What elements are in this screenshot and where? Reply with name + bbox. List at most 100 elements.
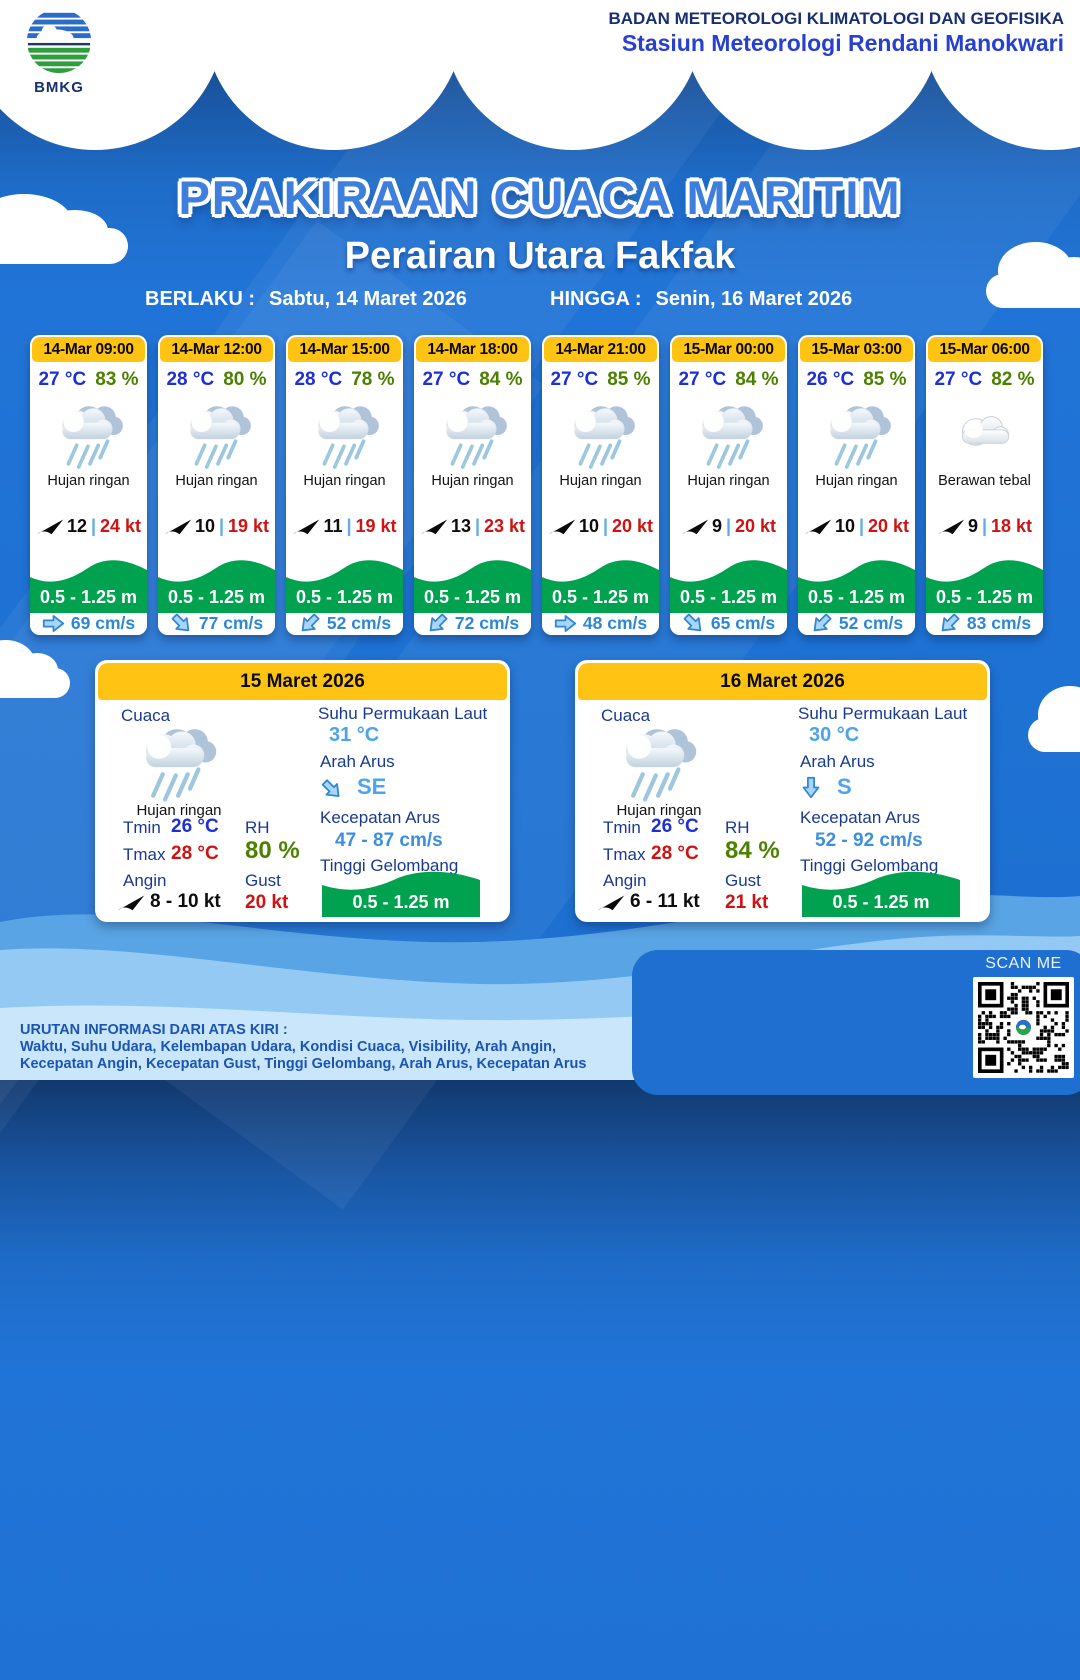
rh-value: 84 % [725, 837, 780, 864]
footer-line-2: Waktu, Suhu Udara, Kelembapan Udara, Kon… [20, 1039, 557, 1056]
current-direction-icon [802, 776, 825, 799]
forecast-time: 15-Mar 00:00 [672, 337, 785, 362]
wind-range: 6 - 11 kt [630, 891, 700, 912]
daily-summary-card: 16 Maret 2026 Cuaca Hujan ringan Tmin 26… [575, 660, 990, 922]
wind-vane-icon [937, 517, 965, 536]
wind-vane-icon [420, 517, 448, 536]
current-direction-icon [933, 607, 966, 635]
tinggi-gelombang-label: Tinggi Gelombang [800, 856, 939, 875]
daily-summary-card: 15 Maret 2026 Cuaca Hujan ringan Tmin 26… [95, 660, 510, 922]
arah-arus-label: Arah Arus [800, 752, 875, 771]
kecepatan-arus-label: Kecepatan Arus [800, 808, 921, 827]
wind-gust: 19 kt [355, 515, 397, 536]
station-name: Stasiun Meteorologi Rendani Manokwari [621, 30, 1064, 57]
forecast-time: 14-Mar 09:00 [32, 337, 145, 362]
wind-range: 8 - 10 kt [150, 891, 221, 912]
wave-height-band: 0.5 - 1.25 m [286, 553, 403, 613]
air-temperature: 28 °C [166, 369, 215, 390]
tmin-value: 26 °C [651, 816, 699, 837]
gust-label: Gust [245, 871, 281, 890]
air-temperature: 28 °C [294, 369, 343, 390]
weather-description: Hujan ringan [303, 473, 386, 490]
wind-speed: 10 [834, 515, 855, 536]
area-title: Perairan Utara Fakfak [344, 235, 736, 277]
gust-value: 20 kt [245, 892, 289, 913]
wave-height-band: 0.5 - 1.25 m [926, 553, 1043, 613]
humidity: 85 % [607, 369, 651, 390]
humidity: 84 % [735, 369, 779, 390]
wind-gust: 20 kt [735, 515, 777, 536]
rain-cloud-icon [158, 393, 275, 474]
wind-separator: | [981, 515, 988, 536]
tinggi-gelombang-label: Tinggi Gelombang [320, 856, 459, 875]
humidity: 84 % [479, 369, 523, 390]
rain-cloud-icon [798, 393, 915, 474]
current-direction-icon [293, 607, 326, 635]
wind-separator: | [346, 515, 352, 536]
wind-vane-icon [117, 893, 145, 912]
current-direction-value: SE [357, 774, 387, 799]
forecast-time: 15-Mar 03:00 [800, 337, 913, 362]
wave-height: 0.5 - 1.25 m [423, 587, 522, 607]
angin-label: Angin [603, 871, 647, 890]
forecast-card-row: 14-Mar 09:00 27 °C 83 % Hujan ringan 12 | 2… [30, 335, 1043, 635]
wind-separator: | [858, 515, 865, 536]
wind-vane-icon [292, 517, 320, 536]
wind-separator: | [218, 515, 225, 536]
current-speed: 52 cm/s [326, 613, 392, 633]
footer-line-3: Kecepatan Angin, Kecepatan Gust, Tinggi … [20, 1056, 587, 1073]
air-temperature: 27 °C [678, 369, 727, 390]
rain-cloud-icon [414, 393, 531, 474]
qr-code-image [978, 982, 1069, 1073]
wind-gust: 20 kt [612, 515, 654, 536]
sst-value: 30 °C [809, 724, 860, 746]
page-title: PRAKIRAAN CUACA MARITIM [178, 171, 902, 224]
rain-cloud-icon [542, 393, 659, 474]
weather-description: Hujan ringan [687, 473, 770, 490]
wind-speed: 9 [967, 515, 978, 536]
tmin-label: Tmin [603, 818, 641, 837]
sst-value: 31 °C [329, 724, 380, 746]
rain-cloud-icon [670, 393, 787, 474]
weather-description: Berawan tebal [938, 473, 1031, 490]
wave-height: 0.5 - 1.25 m [935, 587, 1034, 607]
rain-cloud-icon [286, 393, 403, 474]
forecast-card: 15-Mar 06:00 27 °C 82 % Berawan tebal 9 | 1… [926, 335, 1043, 635]
weather-description: Hujan ringan [47, 473, 130, 490]
wind-separator: | [90, 515, 97, 536]
sst-label: Suhu Permukaan Laut [798, 704, 968, 723]
wave-height: 0.5 - 1.25 m [807, 587, 906, 607]
angin-label: Angin [123, 871, 167, 890]
cuaca-label: Cuaca [121, 706, 171, 725]
rain-cloud-icon [133, 716, 221, 804]
wind-speed: 10 [578, 515, 599, 536]
wind-vane-icon [681, 517, 709, 536]
cloud-icon [926, 393, 1043, 474]
forecast-time: 14-Mar 21:00 [544, 337, 657, 362]
humidity: 78 % [351, 369, 395, 390]
weather-description: Hujan ringan [136, 802, 222, 819]
rain-cloud-icon [613, 716, 701, 804]
wind-separator: | [725, 515, 732, 536]
current-speed-range: 47 - 87 cm/s [335, 830, 443, 851]
forecast-card: 14-Mar 18:00 27 °C 84 % Hujan ringan 13 | 2… [414, 335, 531, 635]
wave-height: 0.5 - 1.25 m [39, 587, 138, 607]
rh-value: 80 % [245, 837, 300, 864]
tmax-value: 28 °C [651, 843, 699, 864]
valid-from-label: BERLAKU : [145, 288, 255, 310]
wind-gust: 24 kt [100, 515, 142, 536]
rain-cloud-icon [30, 393, 147, 474]
air-temperature: 27 °C [422, 369, 471, 390]
current-speed-range: 52 - 92 cm/s [815, 830, 923, 851]
tmin-label: Tmin [123, 818, 161, 837]
wave-height-band: 0.5 - 1.25 m [322, 869, 480, 917]
wind-separator: | [602, 515, 609, 536]
bmkg-logo: BMKG [22, 6, 96, 96]
tmax-label: Tmax [603, 845, 646, 864]
current-speed: 83 cm/s [966, 613, 1032, 633]
agency-header: BADAN METEOROLOGI KLIMATOLOGI DAN GEOFIS… [608, 8, 1064, 58]
wave-height-band: 0.5 - 1.25 m [542, 553, 659, 613]
valid-to-label: HINGGA : [550, 288, 642, 310]
wind-vane-icon [36, 517, 64, 536]
weather-description: Hujan ringan [815, 473, 898, 490]
